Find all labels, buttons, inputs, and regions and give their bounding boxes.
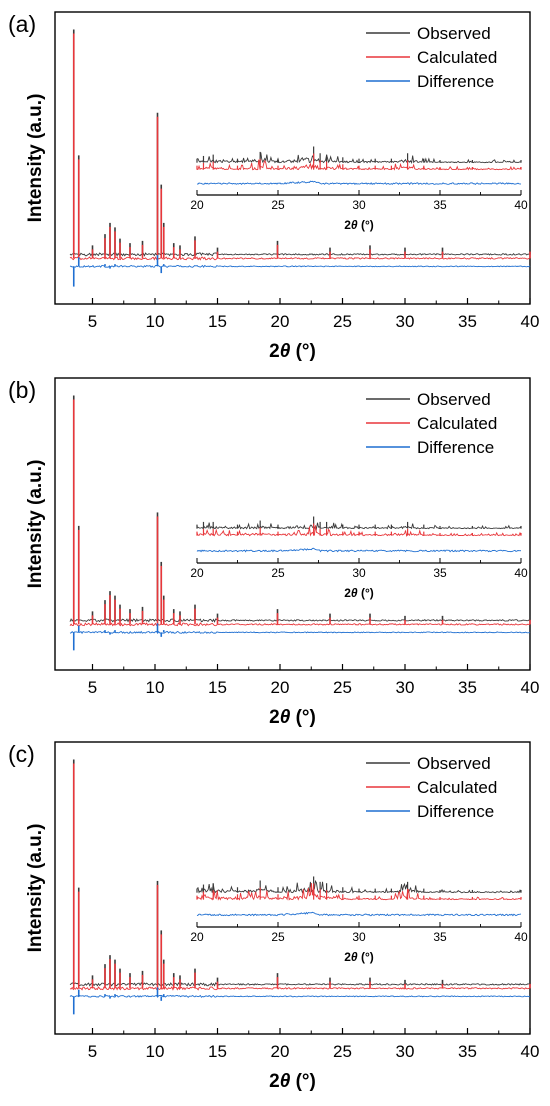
- inset-plot: 20 25 30 35 40 2θ (°): [190, 146, 528, 232]
- x-tick-label: 15: [208, 678, 227, 697]
- series-trace: [69, 264, 531, 269]
- x-tick-label: 30: [396, 1042, 415, 1061]
- inset-x-tick-label: 20: [190, 566, 204, 580]
- x-axis-title: 2θ (°): [269, 707, 316, 728]
- x-tick-label: 35: [458, 678, 477, 697]
- inset-series-difference: [196, 547, 522, 553]
- inset-series-difference: [196, 180, 522, 186]
- x-tick-label: 35: [458, 1042, 477, 1061]
- inset-series-calculated: [196, 523, 522, 538]
- legend-label: Calculated: [417, 48, 497, 67]
- inset-x-axis-title: 2θ (°): [344, 586, 374, 600]
- chart-panel-a: 5 10 15 20 25 30 35 40 2θ (°) Intensity (a.u.) (a)…: [8, 11, 539, 362]
- legend-label: Difference: [417, 72, 494, 91]
- series-calculated: [69, 763, 531, 991]
- x-tick-label: 15: [208, 312, 227, 331]
- inset-x-tick-label: 35: [433, 566, 447, 580]
- x-tick-label: 5: [88, 678, 97, 697]
- x-tick-label: 20: [271, 312, 290, 331]
- x-tick-label: 40: [521, 1042, 540, 1061]
- plot-frame: [54, 11, 531, 305]
- panel-label: (b): [8, 377, 36, 403]
- x-tick-label: 20: [271, 1042, 290, 1061]
- inset-x-tick-label: 25: [271, 198, 285, 212]
- series-trace: [69, 982, 531, 987]
- x-tick-label: 25: [333, 312, 352, 331]
- inset-x-axis-title: 2θ (°): [344, 218, 374, 232]
- y-axis-title: Intensity (a.u.): [25, 460, 46, 589]
- legend-label: Difference: [417, 438, 494, 457]
- chart-panel-b: 5 10 15 20 25 30 35 40 2θ (°) Intensity (a.u.) (b)…: [8, 377, 539, 728]
- legend-label: Difference: [417, 802, 494, 821]
- plot-frame: [54, 741, 531, 1035]
- inset-x-axis-title: 2θ (°): [344, 950, 374, 964]
- x-tick-label: 10: [146, 678, 165, 697]
- series-calculated: [69, 399, 531, 627]
- series-trace: [69, 986, 531, 991]
- series-trace: [69, 252, 531, 257]
- plot-frame: [54, 377, 531, 671]
- inset-series-calculated: [196, 153, 522, 171]
- series-trace: [69, 994, 531, 998]
- legend-label: Calculated: [417, 414, 497, 433]
- inset-x-tick-label: 20: [190, 930, 204, 944]
- y-axis-title: Intensity (a.u.): [25, 824, 46, 953]
- inset-x-tick-label: 40: [514, 930, 528, 944]
- series-difference: [69, 255, 531, 287]
- inset-x-tick-label: 20: [190, 198, 204, 212]
- x-tick-label: 10: [146, 1042, 165, 1061]
- inset-x-tick-label: 35: [433, 930, 447, 944]
- legend-label: Calculated: [417, 778, 497, 797]
- x-tick-label: 40: [521, 678, 540, 697]
- inset-plot: 20 25 30 35 40 2θ (°): [190, 516, 528, 600]
- y-axis-title: Intensity (a.u.): [25, 94, 46, 223]
- x-tick-label: 40: [521, 312, 540, 331]
- x-tick-label: 15: [208, 1042, 227, 1061]
- inset-plot: 20 25 30 35 40 2θ (°): [190, 876, 528, 964]
- inset-x-tick-label: 35: [433, 198, 447, 212]
- inset-series-calculated: [196, 883, 522, 901]
- x-tick-label: 5: [88, 1042, 97, 1061]
- series-trace: [69, 256, 531, 261]
- x-tick-label: 5: [88, 312, 97, 331]
- inset-series-observed: [196, 516, 522, 531]
- chart-panel-c: 5 10 15 20 25 30 35 40 2θ (°) Intensity (a.u.) (c)…: [8, 741, 539, 1092]
- series-difference: [69, 623, 531, 651]
- series-trace: [69, 622, 531, 627]
- inset-series-observed: [196, 146, 522, 165]
- x-tick-label: 20: [271, 678, 290, 697]
- x-tick-label: 25: [333, 1042, 352, 1061]
- panel-label: (c): [8, 741, 35, 767]
- x-tick-label: 25: [333, 678, 352, 697]
- panel-label: (a): [8, 11, 36, 37]
- legend-label: Observed: [417, 390, 491, 409]
- series-calculated: [69, 33, 531, 261]
- inset-series-trace: [196, 180, 522, 186]
- legend-label: Observed: [417, 754, 491, 773]
- x-tick-label: 30: [396, 312, 415, 331]
- x-axis-title: 2θ (°): [269, 1071, 316, 1092]
- inset-x-tick-label: 40: [514, 198, 528, 212]
- series-trace: [69, 618, 531, 623]
- series-difference: [69, 987, 531, 1015]
- x-tick-label: 35: [458, 312, 477, 331]
- x-tick-label: 10: [146, 312, 165, 331]
- inset-x-tick-label: 40: [514, 566, 528, 580]
- legend-label: Observed: [417, 24, 491, 43]
- inset-x-tick-label: 25: [271, 566, 285, 580]
- series-trace: [69, 630, 531, 635]
- inset-x-tick-label: 30: [352, 930, 366, 944]
- inset-series-difference: [196, 911, 522, 917]
- inset-x-tick-label: 25: [271, 930, 285, 944]
- inset-series-trace: [196, 911, 522, 917]
- inset-x-tick-label: 30: [352, 566, 366, 580]
- x-axis-title: 2θ (°): [269, 341, 316, 362]
- inset-series-observed: [196, 876, 522, 895]
- inset-x-tick-label: 30: [352, 198, 366, 212]
- x-tick-label: 30: [396, 678, 415, 697]
- inset-series-trace: [196, 547, 522, 553]
